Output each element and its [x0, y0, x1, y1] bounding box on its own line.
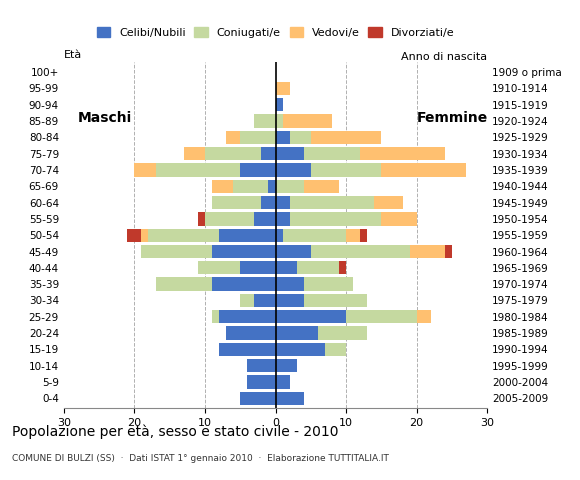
Bar: [276, 294, 304, 307]
Bar: [346, 310, 416, 324]
Text: Anno di nascita: Anno di nascita: [401, 52, 487, 62]
Bar: [289, 131, 311, 144]
Bar: [289, 196, 374, 209]
Bar: [226, 326, 276, 340]
Bar: [276, 114, 282, 128]
Bar: [276, 180, 304, 193]
Bar: [219, 343, 276, 356]
Bar: [247, 359, 276, 372]
Bar: [445, 245, 452, 258]
Bar: [240, 294, 254, 307]
Bar: [233, 180, 269, 193]
Bar: [374, 196, 403, 209]
Bar: [311, 245, 409, 258]
Bar: [262, 196, 275, 209]
Bar: [142, 228, 148, 242]
Bar: [184, 147, 205, 160]
Bar: [240, 131, 276, 144]
Text: COMUNE DI BULZI (SS)  ·  Dati ISTAT 1° gennaio 2010  ·  Elaborazione TUTTITALIA.: COMUNE DI BULZI (SS) · Dati ISTAT 1° gen…: [12, 454, 389, 463]
Bar: [254, 212, 276, 226]
Text: Popolazione per età, sesso e stato civile - 2010: Popolazione per età, sesso e stato civil…: [12, 425, 338, 439]
Bar: [346, 228, 360, 242]
Bar: [240, 392, 276, 405]
Bar: [212, 277, 276, 291]
Bar: [409, 245, 445, 258]
Bar: [276, 245, 311, 258]
Bar: [276, 82, 289, 95]
Bar: [198, 212, 205, 226]
Bar: [304, 147, 360, 160]
Bar: [219, 310, 276, 324]
Bar: [276, 310, 346, 324]
Bar: [304, 277, 353, 291]
Bar: [142, 245, 212, 258]
Text: Femmine: Femmine: [416, 110, 488, 124]
Legend: Celibi/Nubili, Coniugati/e, Vedovi/e, Divorziati/e: Celibi/Nubili, Coniugati/e, Vedovi/e, Di…: [92, 23, 459, 42]
Bar: [297, 261, 339, 275]
Bar: [360, 228, 367, 242]
Bar: [282, 114, 332, 128]
Bar: [276, 212, 289, 226]
Bar: [276, 163, 311, 177]
Bar: [276, 147, 304, 160]
Bar: [276, 326, 318, 340]
Bar: [311, 163, 382, 177]
Bar: [276, 131, 289, 144]
Bar: [276, 343, 325, 356]
Bar: [289, 212, 382, 226]
Bar: [318, 326, 367, 340]
Bar: [135, 163, 155, 177]
Bar: [382, 163, 466, 177]
Bar: [339, 261, 346, 275]
Bar: [128, 228, 142, 242]
Bar: [212, 180, 233, 193]
Bar: [276, 359, 297, 372]
Bar: [276, 277, 304, 291]
Bar: [254, 114, 276, 128]
Bar: [276, 261, 297, 275]
Bar: [276, 98, 282, 111]
Bar: [212, 310, 219, 324]
Bar: [325, 343, 346, 356]
Bar: [205, 212, 254, 226]
Bar: [240, 163, 276, 177]
Bar: [269, 180, 276, 193]
Bar: [416, 310, 431, 324]
Bar: [212, 245, 276, 258]
Bar: [276, 196, 289, 209]
Bar: [155, 277, 212, 291]
Bar: [155, 163, 240, 177]
Text: Maschi: Maschi: [78, 110, 132, 124]
Bar: [276, 392, 304, 405]
Bar: [304, 294, 367, 307]
Bar: [311, 131, 382, 144]
Bar: [262, 147, 275, 160]
Bar: [219, 228, 276, 242]
Text: Età: Età: [64, 50, 82, 60]
Bar: [360, 147, 445, 160]
Bar: [198, 261, 240, 275]
Bar: [276, 375, 289, 389]
Bar: [254, 294, 276, 307]
Bar: [282, 228, 346, 242]
Bar: [382, 212, 416, 226]
Bar: [304, 180, 339, 193]
Bar: [240, 261, 276, 275]
Bar: [148, 228, 219, 242]
Bar: [205, 147, 262, 160]
Bar: [212, 196, 262, 209]
Bar: [276, 228, 282, 242]
Bar: [226, 131, 240, 144]
Bar: [247, 375, 276, 389]
